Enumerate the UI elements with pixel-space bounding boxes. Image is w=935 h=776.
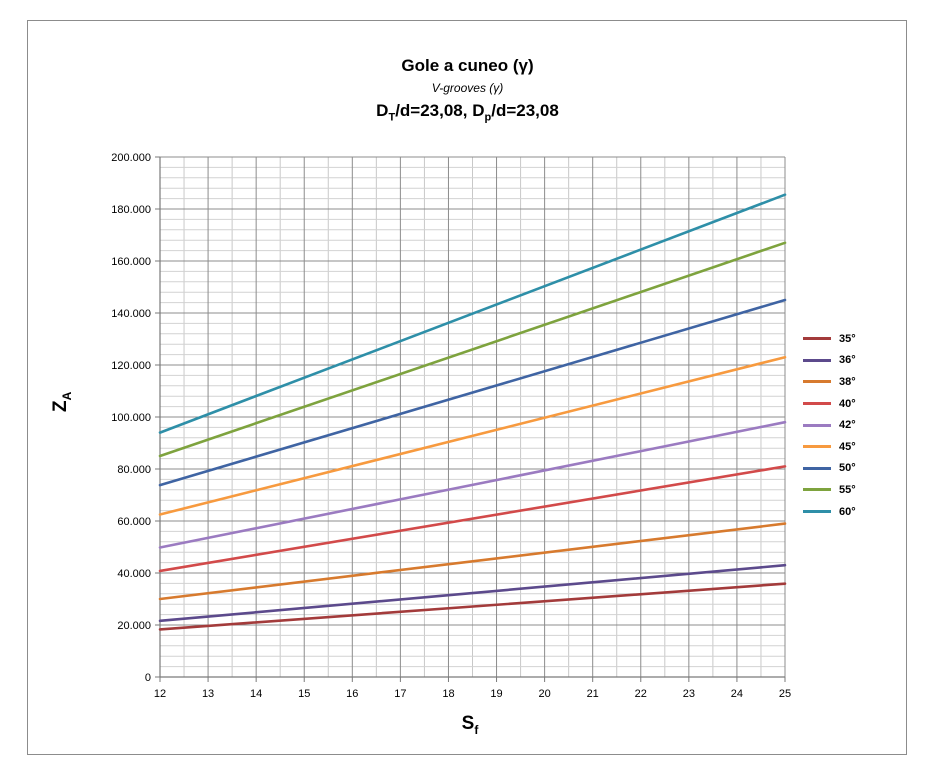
y-tick-label: 100.000 <box>111 412 151 424</box>
legend-label: 40° <box>839 397 856 410</box>
chart-title: Gole a cuneo (γ) <box>401 56 534 75</box>
legend-swatch <box>803 510 831 514</box>
legend-swatch <box>803 337 831 341</box>
x-tick-label: 17 <box>394 688 406 700</box>
y-tick-label: 120.000 <box>111 360 151 372</box>
x-tick-label: 16 <box>346 688 358 700</box>
legend-swatch <box>803 445 831 449</box>
y-tick-label: 200.000 <box>111 152 151 164</box>
x-tick-label: 19 <box>490 688 502 700</box>
ratio-part-3: /d=23,08 <box>491 101 559 120</box>
y-axis-label: ZA <box>50 382 74 422</box>
y-tick-label: 80.000 <box>117 464 151 476</box>
y-tick-label: 160.000 <box>111 256 151 268</box>
legend-item: 38° <box>803 371 856 393</box>
chart-subtitle-ratios: DT/d=23,08, Dp/d=23,08 <box>0 101 935 123</box>
chart-legend: 35° 36° 38° 40° 42° 45° 50° 55° 60° <box>803 328 856 522</box>
legend-item: 55° <box>803 479 856 501</box>
legend-item: 50° <box>803 458 856 480</box>
x-axis-label: Sf <box>450 713 490 737</box>
series-line-38deg <box>158 522 787 601</box>
x-axis-label-main: S <box>461 713 475 734</box>
y-tick-label: 140.000 <box>111 308 151 320</box>
series-line-60deg <box>158 193 787 434</box>
legend-label: 35° <box>839 332 856 345</box>
y-tick-label: 180.000 <box>111 204 151 216</box>
x-tick-label: 21 <box>587 688 599 700</box>
x-tick-label: 14 <box>250 688 262 700</box>
legend-item: 40° <box>803 393 856 415</box>
legend-item: 45° <box>803 436 856 458</box>
legend-item: 60° <box>803 501 856 523</box>
chart-frame <box>27 20 907 755</box>
x-tick-label: 12 <box>154 688 166 700</box>
x-tick-label: 24 <box>731 688 743 700</box>
x-tick-label: 23 <box>683 688 695 700</box>
series-line-40deg <box>158 465 787 573</box>
legend-swatch <box>803 402 831 406</box>
x-tick-label: 13 <box>202 688 214 700</box>
legend-swatch <box>803 380 831 384</box>
ratio-sub-1: T <box>388 111 396 124</box>
series-line-50deg <box>158 298 787 487</box>
ratio-part-1: D <box>376 101 389 120</box>
legend-swatch <box>803 358 831 362</box>
y-axis-label-main: Z <box>50 400 72 413</box>
y-tick-label: 20.000 <box>117 620 151 632</box>
legend-item: 35° <box>803 328 856 350</box>
series-line-42deg <box>158 420 787 549</box>
y-axis-label-sub: A <box>59 391 74 401</box>
legend-label: 36° <box>839 354 856 367</box>
x-tick-label: 22 <box>635 688 647 700</box>
y-tick-label: 0 <box>145 672 151 684</box>
legend-item: 36° <box>803 350 856 372</box>
ratio-part-2: /d=23,08, D <box>395 101 485 120</box>
chart-subtitle: V-grooves (γ) <box>431 81 504 95</box>
series-line-45deg <box>158 355 787 516</box>
ratio-sub-2: p <box>484 111 492 124</box>
legend-swatch <box>803 466 831 470</box>
x-tick-label: 15 <box>298 688 310 700</box>
legend-swatch <box>803 488 831 492</box>
series-line-36deg <box>158 563 787 623</box>
legend-label: 38° <box>839 375 856 388</box>
series-line-55deg <box>158 241 787 458</box>
x-tick-label: 18 <box>442 688 454 700</box>
legend-item: 42° <box>803 414 856 436</box>
series-line-35deg <box>158 582 787 631</box>
y-tick-label: 40.000 <box>117 568 151 580</box>
legend-label: 42° <box>839 419 856 432</box>
y-tick-label: 60.000 <box>117 516 151 528</box>
x-axis-label-sub: f <box>474 722 479 737</box>
legend-label: 50° <box>839 462 856 475</box>
legend-label: 55° <box>839 483 856 496</box>
x-tick-label: 20 <box>538 688 550 700</box>
x-tick-label: 25 <box>779 688 791 700</box>
legend-swatch <box>803 423 831 427</box>
legend-label: 60° <box>839 505 856 518</box>
legend-label: 45° <box>839 440 856 453</box>
